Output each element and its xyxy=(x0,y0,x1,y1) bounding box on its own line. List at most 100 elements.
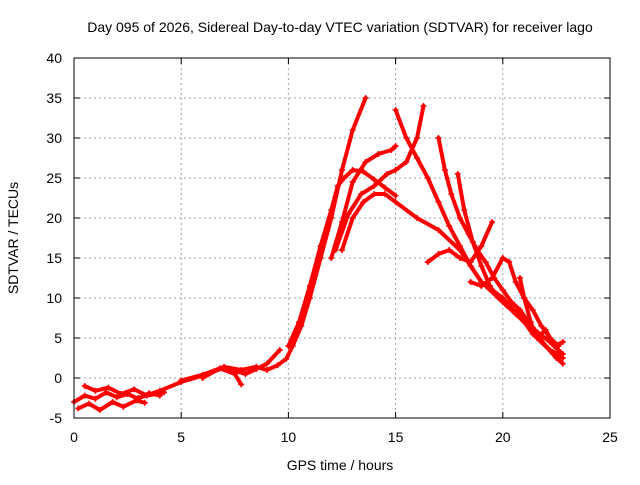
data-point xyxy=(495,295,502,301)
data-point xyxy=(414,215,421,221)
data-point xyxy=(306,283,313,289)
series-line xyxy=(286,168,398,348)
x-tick-label: 15 xyxy=(388,429,404,445)
data-point xyxy=(231,371,238,377)
data-point xyxy=(81,383,88,389)
series-prn-f xyxy=(199,365,245,388)
series-line xyxy=(518,276,565,348)
data-point xyxy=(424,259,431,265)
data-point xyxy=(263,367,270,373)
data-point xyxy=(371,176,378,183)
data-point xyxy=(349,127,356,133)
data-point xyxy=(478,243,485,249)
plot-frame xyxy=(73,57,611,419)
data-point xyxy=(529,307,536,313)
data-point xyxy=(328,207,335,213)
series-line xyxy=(393,108,565,366)
data-point xyxy=(467,279,474,285)
series-prn-h xyxy=(328,143,399,261)
x-tick-label: 10 xyxy=(281,429,297,445)
series-prn-i xyxy=(332,103,427,253)
data-point xyxy=(199,375,206,381)
series-prn-m xyxy=(454,171,562,357)
data-point xyxy=(469,239,476,245)
data-point xyxy=(392,167,399,173)
data-point xyxy=(345,211,352,217)
data-point xyxy=(381,191,388,197)
data-point xyxy=(512,311,519,317)
data-point xyxy=(559,355,566,361)
data-point xyxy=(478,283,485,289)
data-point xyxy=(467,259,474,265)
data-point xyxy=(448,191,455,197)
data-point xyxy=(392,192,399,199)
data-point xyxy=(103,389,110,396)
series-prn-b xyxy=(75,397,148,413)
data-point xyxy=(546,347,553,353)
grid-layer xyxy=(74,58,610,418)
data-point xyxy=(414,155,421,161)
data-point xyxy=(538,339,545,345)
data-point xyxy=(375,151,382,157)
data-point xyxy=(274,362,281,369)
data-point xyxy=(178,377,185,384)
data-point xyxy=(276,347,283,353)
data-point xyxy=(92,387,99,394)
series-prn-g xyxy=(285,167,399,349)
y-tick-label: 5 xyxy=(54,330,62,346)
data-point xyxy=(349,215,356,221)
y-tick-label: -5 xyxy=(50,410,63,426)
y-tick-label: 20 xyxy=(46,210,62,226)
data-point xyxy=(242,371,249,377)
data-point xyxy=(534,335,541,341)
data-point xyxy=(349,167,356,173)
series-prn-n xyxy=(424,219,496,265)
data-point xyxy=(362,95,369,101)
data-point xyxy=(156,387,163,394)
data-point xyxy=(216,365,223,372)
y-tick-label: 40 xyxy=(46,50,62,66)
data-point xyxy=(75,405,82,412)
data-point xyxy=(384,171,391,177)
data-point xyxy=(332,247,339,253)
data-point xyxy=(86,400,93,407)
data-point xyxy=(403,159,410,165)
y-tick-label: 10 xyxy=(46,290,62,306)
data-point xyxy=(118,391,125,397)
data-point xyxy=(238,381,245,388)
data-point xyxy=(135,395,142,401)
data-point xyxy=(489,219,496,225)
data-point xyxy=(559,339,566,345)
y-axis-label: SDTVAR / TECUs xyxy=(5,182,21,294)
data-point xyxy=(141,399,148,406)
data-point xyxy=(454,171,461,177)
data-point xyxy=(371,183,378,189)
data-point xyxy=(512,279,519,285)
series-layer xyxy=(71,95,566,413)
data-point xyxy=(371,191,378,197)
data-point xyxy=(339,167,345,173)
data-point xyxy=(96,407,103,413)
data-point xyxy=(131,386,138,393)
data-point xyxy=(105,384,112,391)
data-point xyxy=(456,215,463,221)
data-point xyxy=(388,147,395,153)
data-point xyxy=(392,107,399,113)
data-point xyxy=(508,299,515,305)
series-line xyxy=(200,366,244,387)
data-point xyxy=(285,343,292,349)
data-point xyxy=(424,175,431,181)
series-prn-p xyxy=(516,275,566,349)
x-tick-label: 25 xyxy=(602,429,618,445)
y-tick-label: 15 xyxy=(46,250,62,266)
data-point xyxy=(358,191,365,197)
data-point xyxy=(538,323,545,329)
data-point xyxy=(551,343,558,349)
data-point xyxy=(381,184,388,191)
data-point xyxy=(499,255,506,261)
data-point xyxy=(456,255,463,261)
data-point xyxy=(339,247,345,253)
data-point xyxy=(392,199,399,205)
